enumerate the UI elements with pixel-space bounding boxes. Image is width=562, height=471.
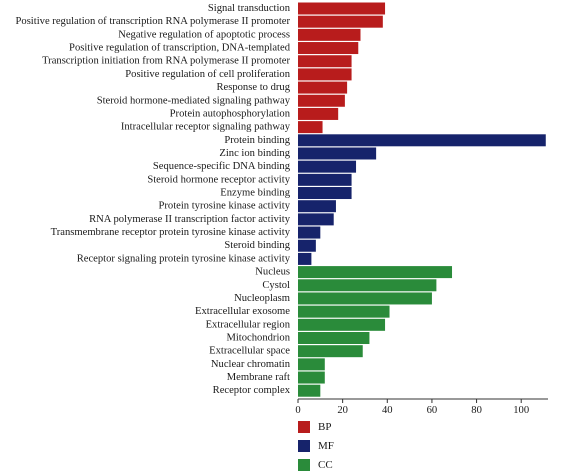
bar-bp-5	[298, 68, 352, 81]
bar-mf-17	[298, 226, 321, 239]
legend-swatch-cc	[298, 459, 310, 471]
bar-mf-16	[298, 213, 334, 226]
bar-mf-18	[298, 239, 316, 252]
legend-label-bp: BP	[318, 421, 331, 433]
bar-cc-27	[298, 358, 325, 371]
bar-mf-13	[298, 173, 352, 186]
category-label: Signal transduction	[208, 3, 291, 14]
bar-cc-24	[298, 318, 386, 331]
bar-cc-26	[298, 345, 363, 358]
category-label: Protein autophosphorylation	[170, 108, 291, 119]
bar-mf-19	[298, 252, 312, 265]
bar-bp-9	[298, 121, 323, 134]
category-label: Intracellular receptor signaling pathway	[121, 122, 291, 133]
bar-cc-23	[298, 305, 390, 318]
bar-mf-10	[298, 134, 546, 147]
category-label: Nucleoplasm	[234, 293, 291, 304]
category-label: Positive regulation of cell proliferatio…	[125, 69, 290, 80]
bar-cc-29	[298, 384, 321, 397]
x-tick-label: 100	[513, 405, 529, 416]
category-label: Steroid hormone-mediated signaling pathw…	[97, 95, 291, 106]
bar-bp-3	[298, 42, 359, 55]
bar-bp-6	[298, 81, 348, 94]
bar-cc-28	[298, 371, 325, 384]
category-label: Sequence-specific DNA binding	[153, 161, 291, 172]
bar-cc-21	[298, 279, 437, 292]
category-label: Positive regulation of transcription RNA…	[16, 16, 291, 27]
bar-cc-25	[298, 332, 370, 344]
category-label: RNA polymerase II transcription factor a…	[89, 214, 291, 225]
legend-swatch-mf	[298, 440, 310, 452]
bar-cc-22	[298, 292, 432, 305]
category-label: Extracellular region	[206, 319, 291, 330]
category-label: Cystol	[262, 280, 290, 291]
bar-bp-0	[298, 2, 386, 15]
bar-mf-12	[298, 160, 357, 173]
category-label: Mitochondrion	[226, 333, 290, 344]
bar-cc-20	[298, 266, 453, 279]
category-label: Zinc ion binding	[219, 148, 290, 159]
category-label: Receptor complex	[213, 385, 291, 396]
x-tick-label: 60	[427, 405, 438, 416]
category-label: Transcription initiation from RNA polyme…	[42, 56, 290, 67]
x-tick-label: 40	[382, 405, 393, 416]
legend-label-cc: CC	[318, 459, 333, 471]
category-label: Enzyme binding	[220, 188, 290, 199]
x-tick-label: 80	[471, 405, 482, 416]
legend-swatch-bp	[298, 421, 310, 433]
category-label: Steroid hormone receptor activity	[147, 174, 290, 185]
category-label: Extracellular exosome	[195, 306, 290, 317]
bar-mf-11	[298, 147, 377, 160]
category-label: Protein binding	[224, 135, 290, 146]
category-label: Positive regulation of transcription, DN…	[69, 43, 291, 54]
x-tick-label: 0	[295, 405, 300, 416]
bar-bp-8	[298, 107, 339, 120]
bar-bp-2	[298, 28, 361, 41]
category-label: Steroid binding	[224, 240, 290, 251]
bar-mf-15	[298, 200, 336, 213]
bar-mf-14	[298, 187, 352, 200]
category-label: Transmembrane receptor protein tyrosine …	[51, 227, 291, 238]
x-tick-label: 20	[337, 405, 348, 416]
category-label: Nucleus	[255, 267, 290, 278]
bar-bp-4	[298, 55, 352, 68]
category-label: Response to drug	[216, 82, 290, 93]
category-label: Receptor signaling protein tyrosine kina…	[77, 253, 291, 264]
category-label: Extracellular space	[209, 346, 290, 357]
category-label: Protein tyrosine kinase activity	[158, 201, 290, 212]
category-label: Membrane raft	[227, 372, 290, 383]
legend-label-mf: MF	[318, 440, 334, 452]
bar-bp-1	[298, 15, 383, 28]
bar-bp-7	[298, 94, 345, 107]
category-label: Negative regulation of apoptotic process	[118, 29, 290, 40]
category-label: Nuclear chromatin	[211, 359, 291, 370]
